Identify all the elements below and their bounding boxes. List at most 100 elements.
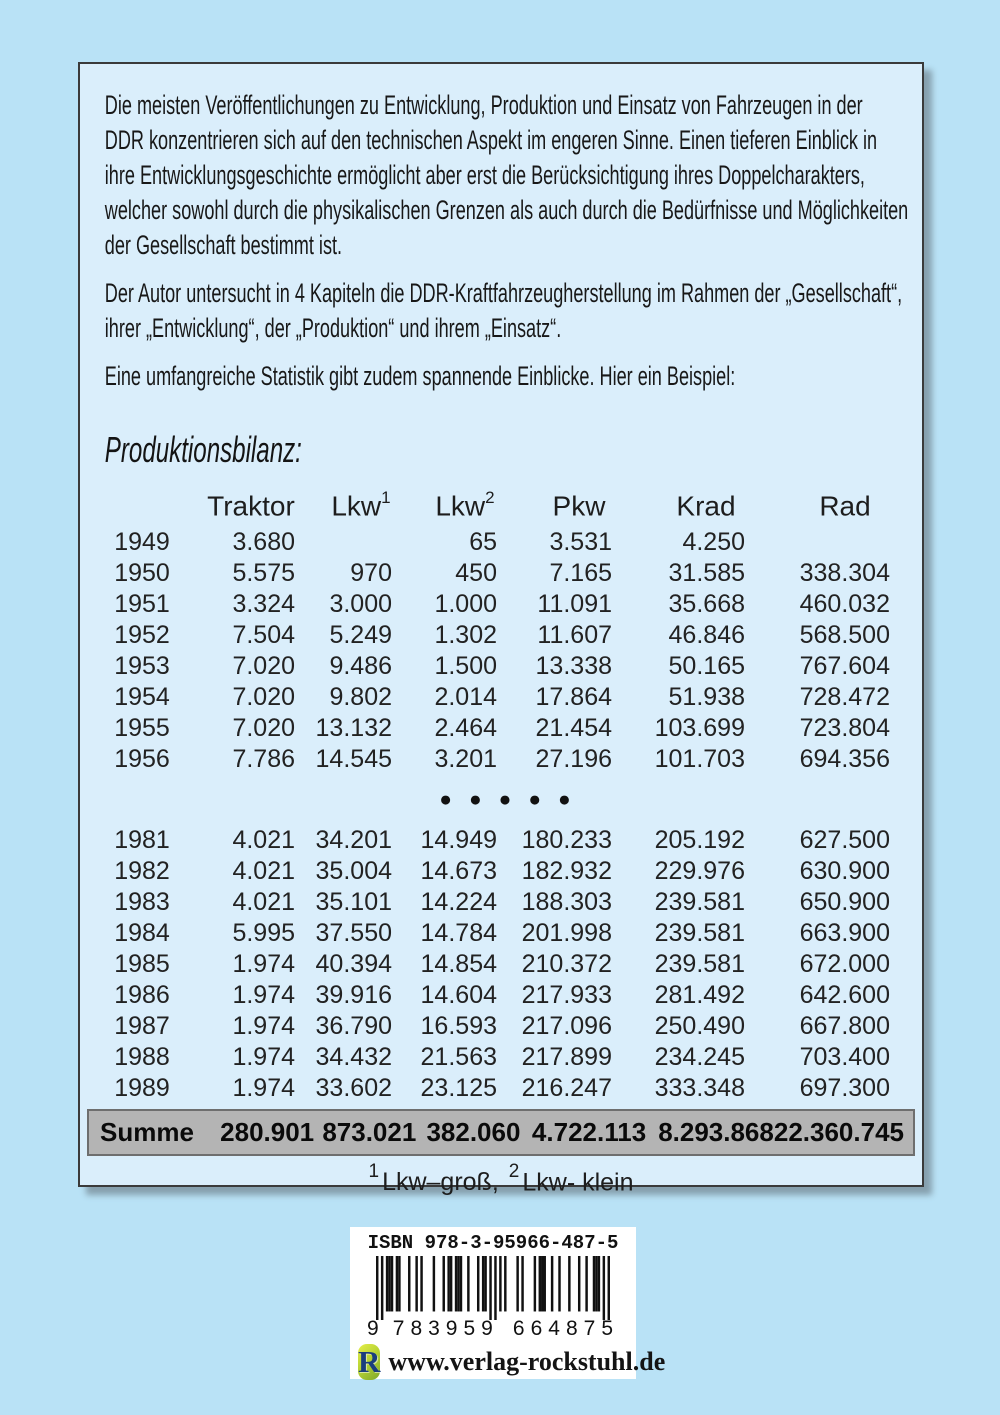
isbn-label: ISBN 978-3-95966-487-5 bbox=[367, 1232, 619, 1254]
table-row: 1951 3.324 3.000 1.000 11.091 35.668 460.032 bbox=[92, 589, 918, 620]
value-cell: 51.938 bbox=[668, 683, 745, 711]
footnote-marker-1: 1 bbox=[368, 1161, 380, 1182]
year-cell: 1989 bbox=[114, 1074, 170, 1102]
table-row: 1949 3.680 65 3.531 4.250 bbox=[92, 527, 918, 558]
value-cell: 642.600 bbox=[799, 981, 890, 1009]
value-cell: 50.165 bbox=[668, 652, 745, 680]
column-header-lkw-klein: Lkw2 bbox=[435, 487, 495, 522]
summe-row: Summe 280.901 873.021 382.060 4.722.113 … bbox=[87, 1109, 915, 1156]
value-cell: 333.348 bbox=[654, 1074, 745, 1102]
value-cell: 281.492 bbox=[654, 981, 745, 1009]
value-cell: 767.604 bbox=[799, 652, 890, 680]
value-cell: 103.699 bbox=[654, 714, 745, 742]
value-cell: 2.014 bbox=[434, 683, 497, 711]
value-cell: 3.324 bbox=[232, 590, 295, 618]
value-cell: 2.464 bbox=[434, 714, 497, 742]
year-cell: 1955 bbox=[114, 714, 170, 742]
text-line: der Gesellschaft bestimmt ist. bbox=[104, 230, 343, 260]
value-cell: 7.020 bbox=[232, 683, 295, 711]
value-cell: 7.020 bbox=[232, 714, 295, 742]
value-cell: 33.602 bbox=[315, 1074, 392, 1102]
production-table-body: 1949 3.680 65 3.531 4.250 1950 5.575 970 450 7.16… bbox=[92, 527, 918, 1104]
value-cell: 35.004 bbox=[315, 857, 392, 885]
value-cell: 568.500 bbox=[799, 621, 890, 649]
value-cell: 4.250 bbox=[682, 528, 745, 556]
value-cell: 239.581 bbox=[654, 888, 745, 916]
value-cell: 31.585 bbox=[668, 559, 745, 587]
dots-separator: ●●●●● bbox=[439, 788, 588, 811]
value-cell: 5.575 bbox=[232, 559, 295, 587]
intro-paragraph-3: Eine umfangreiche Statistik gibt zudem s… bbox=[105, 359, 946, 394]
isbn-barcode bbox=[376, 1256, 610, 1320]
publisher-url: www.verlag-rockstuhl.de bbox=[388, 1347, 666, 1376]
value-cell: 697.300 bbox=[799, 1074, 890, 1102]
value-cell: 14.854 bbox=[420, 950, 497, 978]
value-cell: 35.668 bbox=[668, 590, 745, 618]
footnote-marker-2: 2 bbox=[508, 1161, 520, 1182]
intro-paragraph-1: Die meisten Veröffentlichungen zu Entwic… bbox=[105, 88, 946, 263]
column-header-year bbox=[92, 485, 192, 527]
isbn-block: ISBN 978-3-95966-487-5 9 783959 664875 R… bbox=[350, 1227, 665, 1380]
footnote-text-1: Lkw–groß, bbox=[382, 1168, 499, 1197]
value-cell: 14.545 bbox=[315, 745, 392, 773]
value-cell: 34.201 bbox=[315, 826, 392, 854]
value-cell: 4.021 bbox=[232, 826, 295, 854]
table-row: 1954 7.020 9.802 2.014 17.864 51.938 728.472 bbox=[92, 682, 918, 713]
year-cell: 1985 bbox=[114, 950, 170, 978]
summe-value: 8.293.868 bbox=[658, 1117, 774, 1147]
value-cell: 1.302 bbox=[434, 621, 497, 649]
table-row: 1989 1.974 33.602 23.125 216.247 333.348 697.3… bbox=[92, 1073, 918, 1104]
value-cell: 1.500 bbox=[434, 652, 497, 680]
intro-paragraph-2: Der Autor untersucht in 4 Kapiteln die D… bbox=[105, 276, 946, 346]
barcode-wrap bbox=[369, 1256, 617, 1320]
isbn-digits: 9 783959 664875 bbox=[367, 1317, 619, 1341]
value-cell: 188.303 bbox=[521, 888, 612, 916]
value-cell: 14.604 bbox=[420, 981, 497, 1009]
year-cell: 1951 bbox=[114, 590, 170, 618]
value-cell: 34.432 bbox=[315, 1043, 392, 1071]
table-row: 1987 1.974 36.790 16.593 217.096 250.490 667.8… bbox=[92, 1011, 918, 1042]
dots-row: ●●●●● bbox=[92, 775, 918, 825]
summe-value: 382.060 bbox=[426, 1117, 521, 1147]
value-cell: 970 bbox=[350, 559, 392, 587]
year-cell: 1956 bbox=[114, 745, 170, 773]
value-cell: 27.196 bbox=[535, 745, 612, 773]
value-cell: 21.454 bbox=[535, 714, 612, 742]
value-cell: 229.976 bbox=[654, 857, 745, 885]
column-header-krad: Krad bbox=[676, 490, 736, 522]
column-header-lkw-gross: Lkw1 bbox=[331, 487, 391, 522]
value-cell: 672.000 bbox=[799, 950, 890, 978]
value-cell: 17.864 bbox=[535, 683, 612, 711]
column-header-pkw: Pkw bbox=[552, 490, 606, 522]
value-cell: 7.020 bbox=[232, 652, 295, 680]
value-cell: 36.790 bbox=[315, 1012, 392, 1040]
value-cell: 1.974 bbox=[232, 981, 295, 1009]
value-cell: 663.900 bbox=[799, 919, 890, 947]
value-cell: 217.899 bbox=[521, 1043, 612, 1071]
table-row: 1952 7.504 5.249 1.302 11.607 46.846 568.500 bbox=[92, 620, 918, 651]
value-cell: 14.224 bbox=[420, 888, 497, 916]
value-cell: 216.247 bbox=[521, 1074, 612, 1102]
year-cell: 1953 bbox=[114, 652, 170, 680]
value-cell: 460.032 bbox=[799, 590, 890, 618]
table-row: 1988 1.974 34.432 21.563 217.899 234.245 703.4… bbox=[92, 1042, 918, 1073]
isbn-digit-lead: 9 bbox=[367, 1317, 379, 1340]
table-row: 1983 4.021 35.101 14.224 188.303 239.581 650.9… bbox=[92, 887, 918, 918]
value-cell: 450 bbox=[455, 559, 497, 587]
summe-value: 280.901 bbox=[220, 1117, 315, 1147]
value-cell bbox=[772, 527, 918, 558]
value-cell: 14.784 bbox=[420, 919, 497, 947]
column-header-rad: Rad bbox=[819, 490, 871, 522]
value-cell: 205.192 bbox=[654, 826, 745, 854]
year-cell: 1954 bbox=[114, 683, 170, 711]
text-line: ihre Entwicklungsgeschichte ermöglicht a… bbox=[104, 160, 865, 190]
value-cell: 4.021 bbox=[232, 888, 295, 916]
value-cell bbox=[310, 527, 412, 558]
text-line: ihrer „Entwicklung“, der „Produktion“ un… bbox=[104, 313, 562, 343]
summe-label: Summe bbox=[100, 1117, 194, 1147]
value-cell: 23.125 bbox=[420, 1074, 497, 1102]
text-line: Die meisten Veröffentlichungen zu Entwic… bbox=[104, 90, 863, 120]
summe-value: 873.021 bbox=[322, 1117, 417, 1147]
value-cell: 13.338 bbox=[535, 652, 612, 680]
year-cell: 1988 bbox=[114, 1043, 170, 1071]
